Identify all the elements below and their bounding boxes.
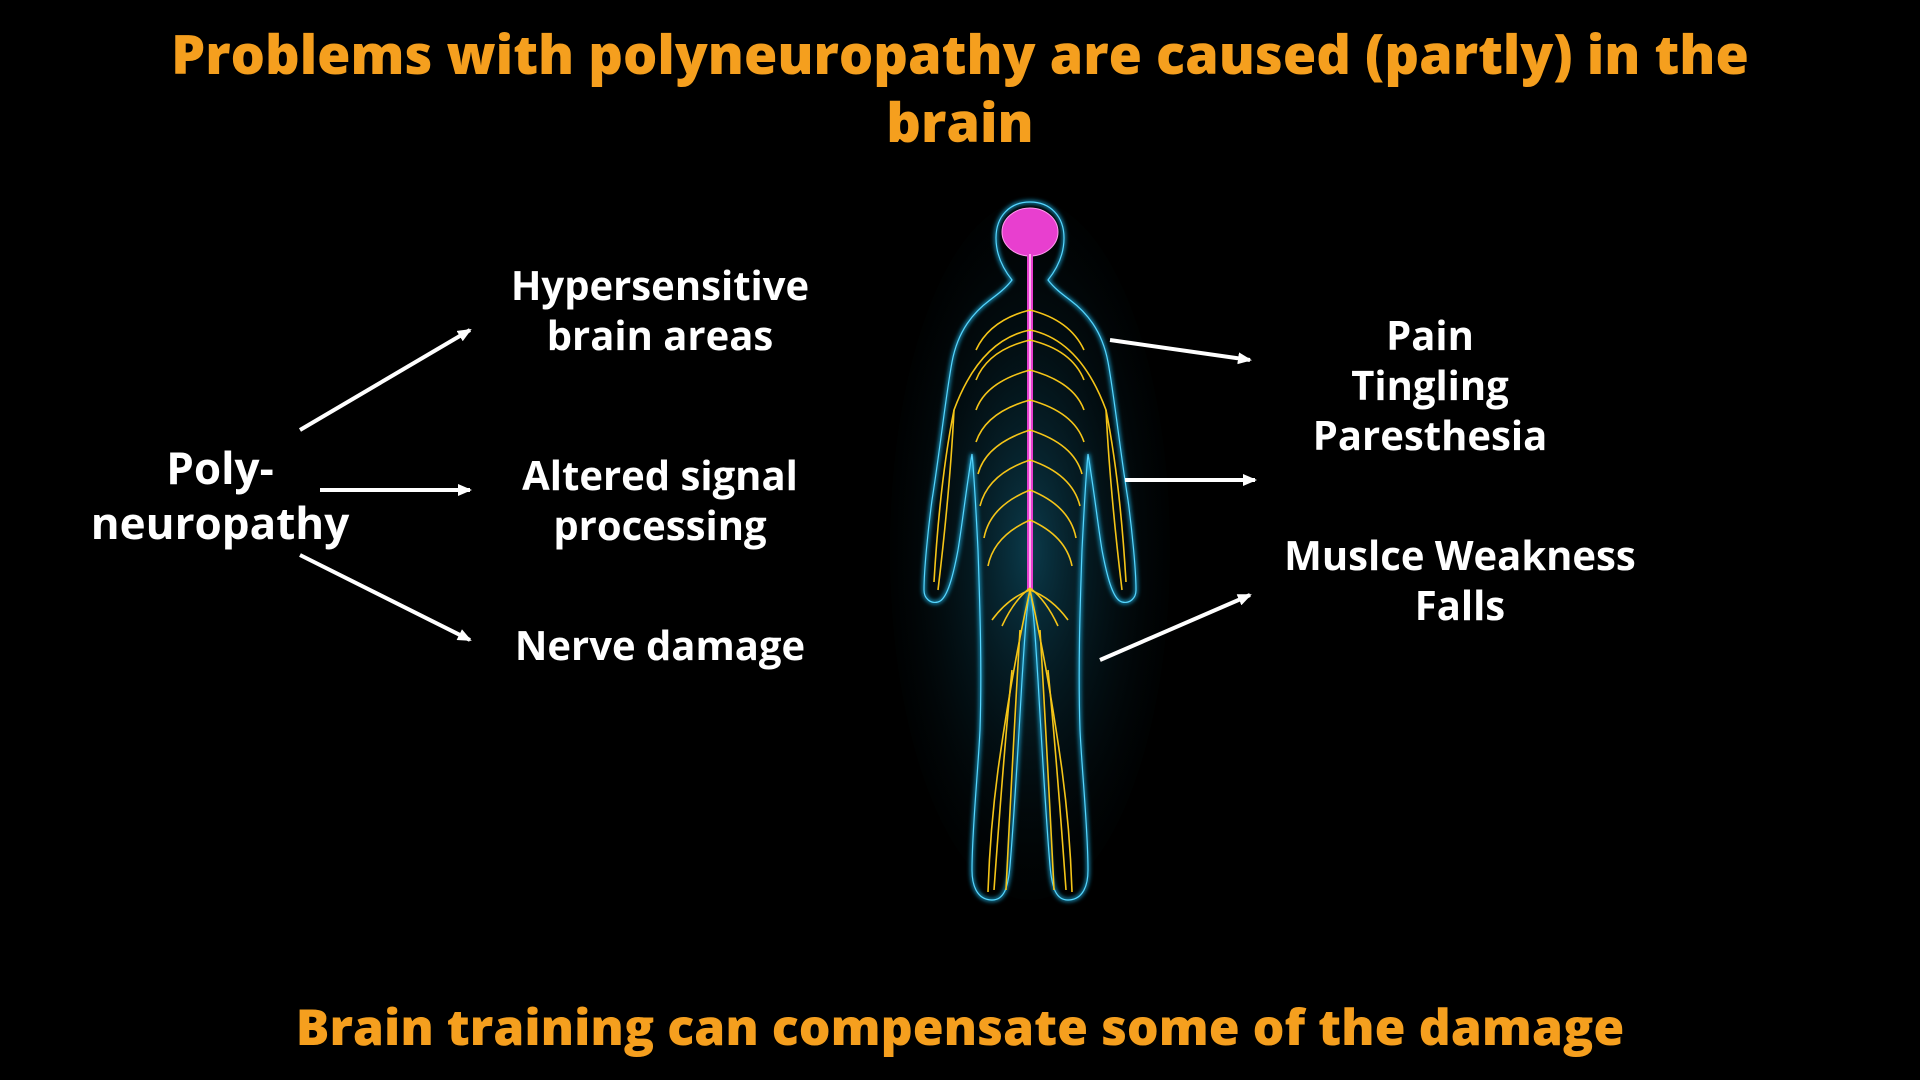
- arrow-1: [300, 330, 470, 430]
- symptom-1-l3: Paresthesia: [1250, 410, 1610, 460]
- mechanism-2-l2: processing: [480, 500, 840, 550]
- mechanism-3: Nerve damage: [480, 620, 840, 670]
- mechanism-1-l2: brain areas: [480, 310, 840, 360]
- symptom-1-l1: Pain: [1250, 310, 1610, 360]
- mechanism-1-l1: Hypersensitive: [480, 260, 840, 310]
- mechanism-1: Hypersensitive brain areas: [480, 260, 840, 360]
- nervous-system-figure: [880, 190, 1180, 910]
- symptom-group-1: Pain Tingling Paresthesia: [1250, 310, 1610, 460]
- page-title: Problems with polyneuropathy are caused …: [0, 20, 1920, 155]
- mechanism-3-l1: Nerve damage: [480, 620, 840, 670]
- mechanism-2-l1: Altered signal: [480, 450, 840, 500]
- source-node: Poly- neuropathy: [90, 440, 350, 550]
- symptom-2-l2: Falls: [1250, 580, 1670, 630]
- source-line2: neuropathy: [90, 495, 350, 550]
- symptom-2-l1: Muslce Weakness: [1250, 530, 1670, 580]
- mechanism-2: Altered signal processing: [480, 450, 840, 550]
- symptom-1-l2: Tingling: [1250, 360, 1610, 410]
- symptom-group-2: Muslce Weakness Falls: [1250, 530, 1670, 630]
- page-footer: Brain training can compensate some of th…: [0, 992, 1920, 1060]
- source-line1: Poly-: [90, 440, 350, 495]
- arrow-3: [300, 555, 470, 640]
